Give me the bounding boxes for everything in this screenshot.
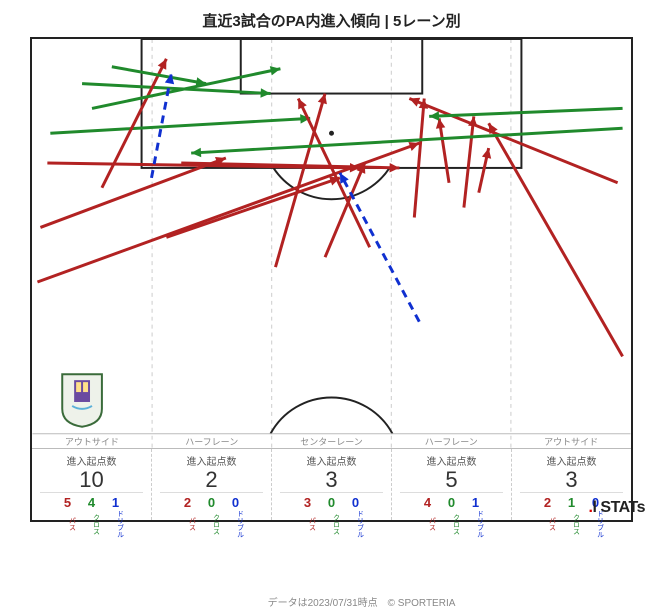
stat-dribble: 1 — [108, 495, 124, 510]
stat-total: 10 — [40, 468, 143, 493]
stat-total: 3 — [280, 468, 383, 493]
stat-pass: 2 — [540, 495, 556, 510]
stat-pass: 5 — [60, 495, 76, 510]
label-cross: クロス — [204, 510, 220, 538]
stat-total: 5 — [400, 468, 503, 493]
stat-sub-values: 5 4 1 — [32, 495, 151, 510]
stat-sub-values: 3 0 0 — [272, 495, 391, 510]
stat-cross: 0 — [204, 495, 220, 510]
stat-label: 進入起点数 — [152, 453, 271, 468]
lane-name: アウトサイド — [511, 435, 631, 448]
stat-dribble: 0 — [228, 495, 244, 510]
label-dribble: ドリブル — [468, 510, 484, 538]
label-dribble: ドリブル — [108, 510, 124, 538]
label-cross: クロス — [444, 510, 460, 538]
logo-bar-black: l — [592, 499, 596, 516]
chart-title: 直近3試合のPA内進入傾向 | 5レーン別 — [30, 10, 633, 31]
lane-name: センターレーン — [272, 435, 392, 448]
stat-total: 3 — [520, 468, 623, 493]
label-cross: クロス — [564, 510, 580, 538]
stat-label: 進入起点数 — [272, 453, 391, 468]
stat-total: 2 — [160, 468, 263, 493]
lane-name-row: アウトサイド ハーフレーン センターレーン ハーフレーン アウトサイド — [32, 435, 631, 448]
stat-pass: 3 — [300, 495, 316, 510]
stat-sub-labels: パス クロス ドリブル — [392, 510, 511, 538]
label-pass: パス — [60, 510, 76, 538]
label-dribble: ドリブル — [228, 510, 244, 538]
stat-sub-values: 2 0 0 — [152, 495, 271, 510]
label-dribble: ドリブル — [348, 510, 364, 538]
label-pass: パス — [420, 510, 436, 538]
stat-label: 進入起点数 — [512, 453, 631, 468]
stat-label: 進入起点数 — [32, 453, 151, 468]
label-pass: パス — [540, 510, 556, 538]
stat-cross: 4 — [84, 495, 100, 510]
lane-name: ハーフレーン — [152, 435, 272, 448]
label-pass: パス — [180, 510, 196, 538]
stat-sub-labels: パス クロス ドリブル — [152, 510, 271, 538]
stat-sub-labels: パス クロス ドリブル — [32, 510, 151, 538]
stat-cross: 0 — [324, 495, 340, 510]
stat-pass: 2 — [180, 495, 196, 510]
lane-name: アウトサイド — [32, 435, 152, 448]
stat-cross: 1 — [564, 495, 580, 510]
label-cross: クロス — [324, 510, 340, 538]
label-pass: パス — [300, 510, 316, 538]
stat-sub-values: 4 0 1 — [392, 495, 511, 510]
footer-note: データは2023/07/31時点 © SPORTERIA — [30, 594, 663, 609]
stat-sub-labels: パス クロス ドリブル — [272, 510, 391, 538]
stats-row: 進入起点数 10 5 4 1 パス クロス ドリブル 進入起点数 2 2 0 0… — [32, 448, 631, 520]
stat-dribble: 0 — [348, 495, 364, 510]
lane-name: ハーフレーン — [391, 435, 511, 448]
lane-stat-cell: 進入起点数 10 5 4 1 パス クロス ドリブル — [32, 449, 152, 520]
stat-dribble: 1 — [468, 495, 484, 510]
label-cross: クロス — [84, 510, 100, 538]
pitch-area: アウトサイド ハーフレーン センターレーン ハーフレーン アウトサイド 進入起点… — [30, 37, 633, 522]
stat-pass: 4 — [420, 495, 436, 510]
lane-stat-cell: 進入起点数 2 2 0 0 パス クロス ドリブル — [152, 449, 272, 520]
lane-stat-cell: 進入起点数 3 3 0 0 パス クロス ドリブル — [272, 449, 392, 520]
chart-container: 直近3試合のPA内進入傾向 | 5レーン別 — [0, 0, 663, 611]
stat-cross: 0 — [444, 495, 460, 510]
lane-stat-cell: 進入起点数 5 4 0 1 パス クロス ドリブル — [392, 449, 512, 520]
logo-text: STATs — [600, 499, 645, 516]
stat-label: 進入起点数 — [392, 453, 511, 468]
jstats-logo: .l STATs — [589, 499, 645, 517]
